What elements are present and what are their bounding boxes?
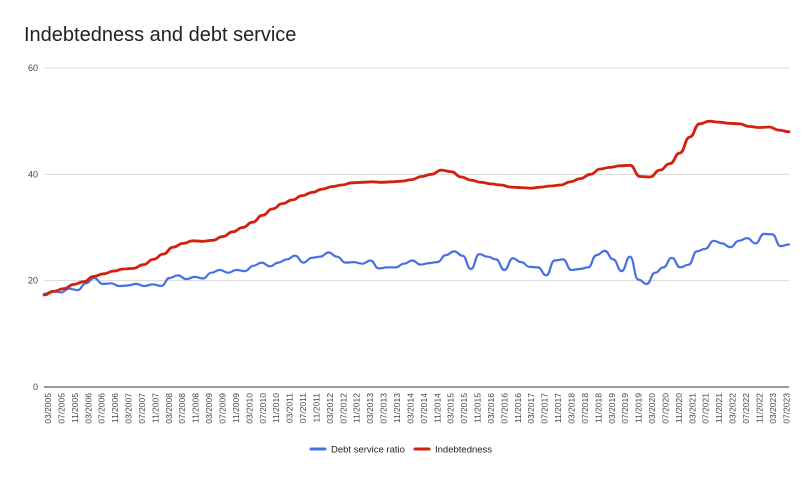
x-tick-label: 07/2007 — [137, 393, 147, 424]
x-tick-label: 07/2010 — [258, 393, 268, 424]
x-tick-label: 11/2006 — [110, 393, 120, 423]
x-tick-label: 07/2022 — [741, 393, 751, 424]
x-tick-label: 11/2017 — [553, 393, 563, 423]
x-tick-label: 03/2005 — [43, 393, 53, 424]
chart-title: Indebtedness and debt service — [24, 24, 297, 46]
x-tick-label: 03/2010 — [244, 393, 254, 424]
x-tick-label: 07/2009 — [218, 393, 228, 424]
x-tick-label: 07/2016 — [499, 393, 509, 424]
y-axis-ticks: 0 20 40 60 — [28, 63, 38, 392]
x-tick-label: 07/2021 — [701, 393, 711, 424]
x-tick-label: 11/2018 — [593, 393, 603, 423]
x-tick-label: 11/2021 — [714, 393, 724, 423]
legend-label: Debt service ratio — [331, 445, 405, 456]
x-tick-label: 11/2008 — [191, 393, 201, 423]
x-tick-label: 03/2023 — [768, 393, 778, 424]
y-tick-label: 60 — [28, 63, 38, 73]
x-tick-label: 07/2006 — [97, 393, 107, 424]
x-tick-label: 07/2015 — [459, 393, 469, 424]
x-tick-label: 07/2018 — [580, 393, 590, 424]
y-tick-label: 0 — [33, 382, 38, 392]
x-tick-label: 03/2021 — [687, 393, 697, 424]
x-tick-label: 11/2011 — [311, 393, 321, 423]
x-tick-label: 07/2005 — [56, 393, 66, 424]
x-tick-label: 03/2017 — [526, 393, 536, 424]
x-tick-label: 07/2012 — [338, 393, 348, 424]
y-tick-label: 20 — [28, 276, 38, 286]
y-tick-label: 40 — [28, 169, 38, 179]
x-tick-label: 07/2017 — [540, 393, 550, 424]
x-tick-label: 11/2019 — [634, 393, 644, 423]
x-tick-label: 07/2013 — [379, 393, 389, 424]
x-tick-label: 07/2020 — [660, 393, 670, 424]
x-tick-label: 07/2008 — [177, 393, 187, 424]
x-tick-label: 03/2009 — [204, 393, 214, 424]
x-tick-label: 11/2007 — [150, 393, 160, 423]
series-line-debt-service-ratio — [42, 232, 791, 296]
x-tick-label: 03/2006 — [83, 393, 93, 424]
x-tick-label: 03/2018 — [567, 393, 577, 424]
x-tick-label: 11/2014 — [432, 393, 442, 423]
legend: Debt service ratio Indebtedness — [309, 445, 492, 456]
x-tick-label: 03/2014 — [405, 393, 415, 424]
gridlines — [44, 67, 789, 388]
x-tick-label: 11/2020 — [674, 393, 684, 423]
x-tick-label: 03/2013 — [365, 393, 375, 424]
x-tick-label: 03/2007 — [124, 393, 134, 424]
x-tick-label: 03/2011 — [285, 393, 295, 423]
series-lines — [42, 119, 791, 297]
x-tick-label: 11/2015 — [473, 393, 483, 423]
x-tick-label: 11/2010 — [271, 393, 281, 423]
x-tick-label: 07/2023 — [781, 393, 791, 424]
x-tick-label: 11/2016 — [513, 393, 523, 423]
x-tick-label: 03/2020 — [647, 393, 657, 424]
x-tick-label: 03/2012 — [325, 393, 335, 424]
x-tick-label: 03/2015 — [446, 393, 456, 424]
x-tick-label: 03/2019 — [607, 393, 617, 424]
legend-label: Indebtedness — [435, 445, 492, 456]
x-tick-label: 11/2005 — [70, 393, 80, 423]
x-tick-label: 11/2012 — [352, 393, 362, 423]
x-tick-label: 07/2014 — [419, 393, 429, 424]
x-axis-ticks: 03/2005 07/2005 11/2005 03/2006 07/2006 11/20… — [43, 393, 791, 424]
x-tick-label: 07/2019 — [620, 393, 630, 424]
x-tick-label: 11/2022 — [754, 393, 764, 423]
x-tick-label: 03/2016 — [486, 393, 496, 424]
series-line-indebtedness — [42, 119, 791, 297]
x-tick-label: 07/2011 — [298, 393, 308, 423]
x-tick-label: 11/2009 — [231, 393, 241, 423]
x-tick-label: 11/2013 — [392, 393, 402, 423]
x-tick-label: 03/2008 — [164, 393, 174, 424]
x-tick-label: 03/2022 — [728, 393, 738, 424]
